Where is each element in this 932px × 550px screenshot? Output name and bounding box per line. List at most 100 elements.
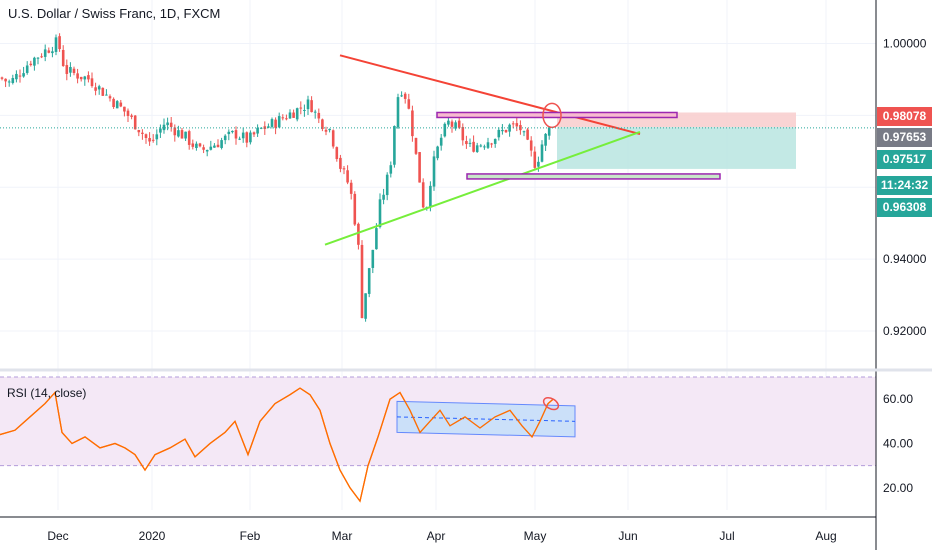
- candle-body: [360, 244, 364, 319]
- candle-body: [547, 127, 551, 136]
- candle-body: [191, 143, 195, 147]
- candle-body: [508, 124, 511, 132]
- candle-body: [407, 99, 411, 109]
- candle-body: [511, 123, 515, 125]
- candle-body: [76, 73, 79, 79]
- candle-body: [393, 126, 396, 165]
- candle-body: [123, 106, 126, 112]
- candle-body: [519, 125, 522, 131]
- candle-body: [72, 68, 76, 73]
- candle-body: [141, 132, 144, 134]
- candle-body: [0, 77, 4, 79]
- candle-body: [227, 131, 231, 135]
- candle-body: [281, 117, 285, 119]
- rsi-title: RSI (14, close): [7, 386, 87, 400]
- candle-body: [177, 130, 180, 137]
- candle-body: [411, 110, 414, 137]
- y-tick-label: 1.00000: [883, 36, 927, 50]
- rsi-y-tick-label: 20.00: [883, 481, 913, 495]
- candle-body: [58, 36, 61, 50]
- candle-body: [7, 81, 11, 83]
- candle-body: [29, 63, 33, 66]
- candle-body: [544, 133, 547, 146]
- y-tick-label: 0.94000: [883, 252, 927, 266]
- candle-body: [36, 57, 40, 59]
- candle-body: [479, 145, 483, 147]
- candle-body: [18, 75, 22, 77]
- candle-body: [270, 119, 274, 127]
- rsi-y-tick-label: 60.00: [883, 392, 913, 406]
- candle-body: [155, 134, 159, 140]
- rsi-y-tick-label: 40.00: [883, 437, 913, 451]
- candle-body: [389, 165, 393, 174]
- candle-body: [65, 65, 69, 74]
- support-trendline: [324, 130, 641, 246]
- candle-body: [526, 129, 529, 140]
- candle-body: [267, 126, 270, 128]
- candle-body: [43, 49, 47, 57]
- candle-body: [33, 57, 36, 66]
- candle-body: [184, 131, 187, 139]
- candle-body: [367, 268, 371, 294]
- grid: [0, 0, 876, 510]
- candle-body: [501, 129, 504, 132]
- candle-body: [353, 193, 357, 225]
- price-badge: 0.98078: [877, 107, 932, 126]
- candle-body: [436, 146, 439, 159]
- candle-body: [515, 123, 519, 127]
- candle-body: [61, 49, 65, 67]
- candle-body: [97, 86, 101, 90]
- candle-body: [299, 107, 303, 109]
- candle-body: [256, 127, 259, 134]
- candle-body: [414, 137, 418, 154]
- candle-body: [22, 73, 25, 77]
- candle-body: [79, 76, 83, 80]
- candle-body: [450, 121, 454, 127]
- candle-body: [403, 93, 407, 99]
- candle-body: [25, 65, 29, 73]
- candle-body: [295, 108, 299, 120]
- candle-body: [421, 182, 425, 208]
- candle-body: [439, 137, 443, 146]
- chart-title: U.S. Dollar / Swiss Franc, 1D, FXCM: [8, 6, 221, 21]
- candle-body: [364, 293, 367, 319]
- rsi-highlight-circle: [542, 396, 560, 411]
- price-badge: 0.97517: [877, 150, 932, 169]
- upper-zone: [436, 111, 678, 119]
- candle-body: [490, 143, 493, 145]
- candle-body: [349, 182, 353, 194]
- candle-body: [216, 144, 220, 148]
- candle-body: [108, 96, 112, 99]
- candle-body: [378, 199, 382, 228]
- x-tick-label: Jul: [719, 529, 734, 543]
- candle-body: [288, 112, 292, 119]
- candle-body: [285, 118, 288, 120]
- candle-body: [126, 110, 130, 116]
- candle-body: [144, 134, 148, 139]
- candle-body: [238, 138, 241, 140]
- candle-body: [317, 112, 321, 119]
- candle-body: [540, 144, 544, 162]
- candle-body: [382, 194, 385, 200]
- candle-body: [418, 152, 421, 183]
- candle-body: [51, 51, 54, 54]
- candle-body: [241, 132, 245, 139]
- candle-body: [465, 141, 468, 145]
- candle-body: [249, 132, 252, 143]
- candle-body: [11, 78, 15, 83]
- candle-body: [331, 130, 335, 147]
- y-tick-label: 0.92000: [883, 324, 927, 338]
- rsi-channel-mid: [396, 416, 576, 422]
- candle-body: [468, 142, 472, 144]
- candle-body: [472, 141, 475, 152]
- candle-body: [198, 143, 202, 147]
- candle-body: [173, 127, 177, 136]
- candle-body: [475, 145, 479, 152]
- x-tick-label: 2020: [139, 529, 166, 543]
- candle-body: [274, 119, 277, 128]
- candle-body: [292, 112, 295, 118]
- candle-body: [339, 157, 342, 169]
- candle-body: [277, 116, 281, 128]
